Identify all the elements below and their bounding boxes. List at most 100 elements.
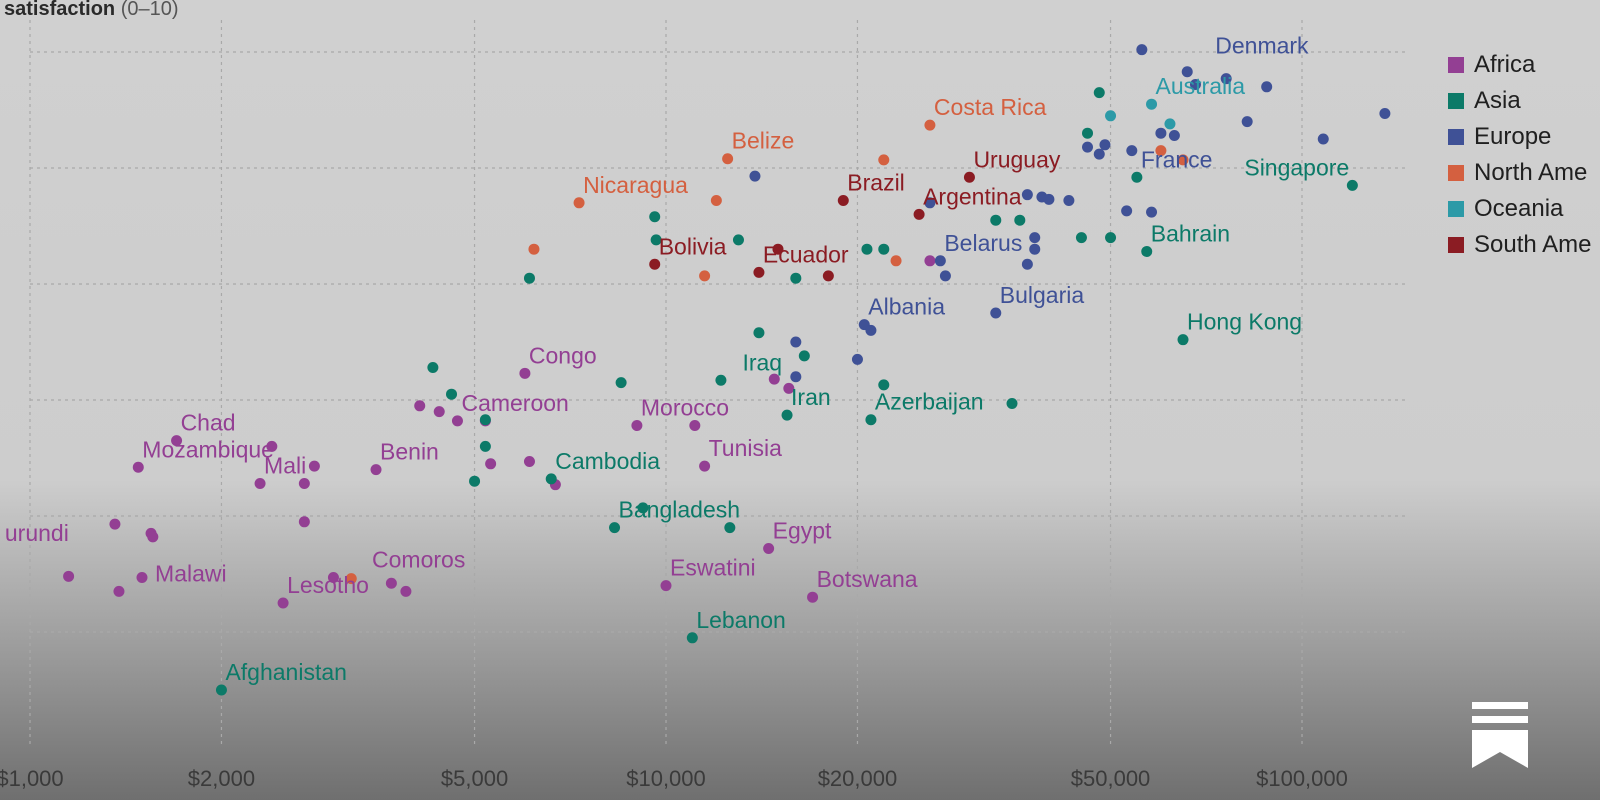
- data-point-asia[interactable]: [1346, 179, 1358, 191]
- data-point-europe[interactable]: [1168, 130, 1180, 142]
- data-point-asia[interactable]: [781, 409, 793, 421]
- data-point-europe[interactable]: [1146, 206, 1158, 218]
- data-point-asia[interactable]: [1014, 214, 1026, 226]
- data-point-europe[interactable]: [1082, 141, 1094, 153]
- data-point-europe[interactable]: [1099, 139, 1111, 151]
- data-point-africa[interactable]: [689, 420, 701, 432]
- data-point-africa[interactable]: [433, 406, 445, 418]
- data-point-asia[interactable]: [650, 234, 662, 246]
- data-point-asia[interactable]: [1006, 397, 1018, 409]
- data-point-africa[interactable]: [63, 570, 75, 582]
- data-point-north-america[interactable]: [890, 255, 902, 267]
- data-point-africa[interactable]: [308, 460, 320, 472]
- data-point-africa[interactable]: [109, 518, 121, 530]
- data-point-europe[interactable]: [1136, 44, 1148, 56]
- data-point-africa[interactable]: [385, 577, 397, 589]
- data-point-africa[interactable]: [254, 478, 266, 490]
- data-point-asia[interactable]: [1082, 127, 1094, 139]
- data-point-africa[interactable]: [763, 542, 775, 554]
- data-point-europe[interactable]: [1261, 81, 1273, 93]
- data-point-asia[interactable]: [715, 374, 727, 386]
- data-point-europe[interactable]: [990, 307, 1002, 319]
- data-point-asia[interactable]: [724, 522, 736, 534]
- data-point-asia[interactable]: [637, 502, 649, 514]
- data-point-north-america[interactable]: [699, 270, 711, 282]
- data-point-africa[interactable]: [451, 415, 463, 427]
- data-point-africa[interactable]: [924, 255, 936, 267]
- data-point-south-america[interactable]: [822, 270, 834, 282]
- data-point-south-america[interactable]: [772, 243, 784, 255]
- data-point-europe[interactable]: [1093, 148, 1105, 160]
- data-point-europe[interactable]: [865, 324, 877, 336]
- data-point-africa[interactable]: [631, 420, 643, 432]
- data-point-asia[interactable]: [753, 327, 765, 339]
- data-point-africa[interactable]: [783, 382, 795, 394]
- data-point-asia[interactable]: [1093, 87, 1105, 99]
- data-point-europe[interactable]: [790, 371, 802, 383]
- data-point-asia[interactable]: [479, 414, 491, 426]
- data-point-africa[interactable]: [370, 464, 382, 476]
- data-point-oceania[interactable]: [1164, 118, 1176, 130]
- data-point-africa[interactable]: [660, 580, 672, 592]
- data-point-europe[interactable]: [1189, 78, 1201, 90]
- data-point-oceania[interactable]: [1105, 110, 1117, 122]
- data-point-south-america[interactable]: [913, 208, 925, 220]
- data-point-africa[interactable]: [768, 373, 780, 385]
- data-point-africa[interactable]: [266, 440, 278, 452]
- data-point-north-america[interactable]: [528, 243, 540, 255]
- data-point-north-america[interactable]: [722, 153, 734, 165]
- data-point-asia[interactable]: [615, 377, 627, 389]
- data-point-asia[interactable]: [479, 440, 491, 452]
- data-point-asia[interactable]: [1105, 232, 1117, 244]
- data-point-north-america[interactable]: [1155, 145, 1167, 157]
- data-point-asia[interactable]: [790, 272, 802, 284]
- data-point-europe[interactable]: [939, 270, 951, 282]
- data-point-europe[interactable]: [1126, 145, 1138, 157]
- data-point-asia[interactable]: [215, 684, 227, 696]
- data-point-asia[interactable]: [861, 243, 873, 255]
- data-point-europe[interactable]: [924, 197, 936, 209]
- data-point-africa[interactable]: [485, 458, 497, 470]
- data-point-europe[interactable]: [1379, 107, 1391, 119]
- data-point-south-america[interactable]: [963, 171, 975, 183]
- data-point-asia[interactable]: [469, 475, 481, 487]
- data-point-asia[interactable]: [545, 473, 557, 485]
- data-point-asia[interactable]: [990, 214, 1002, 226]
- data-point-asia[interactable]: [686, 632, 698, 644]
- bookmark-icon[interactable]: [1472, 702, 1528, 768]
- data-point-africa[interactable]: [298, 516, 310, 528]
- data-point-europe[interactable]: [1063, 194, 1075, 206]
- data-point-africa[interactable]: [400, 585, 412, 597]
- data-point-africa[interactable]: [136, 571, 148, 583]
- data-point-africa[interactable]: [807, 591, 819, 603]
- data-point-africa[interactable]: [132, 461, 144, 473]
- data-point-europe[interactable]: [1241, 116, 1253, 128]
- data-point-europe[interactable]: [1317, 133, 1329, 145]
- data-point-asia[interactable]: [798, 350, 810, 362]
- data-point-north-america[interactable]: [878, 154, 890, 166]
- data-point-south-america[interactable]: [753, 266, 765, 278]
- data-point-north-america[interactable]: [345, 573, 357, 585]
- data-point-europe[interactable]: [1021, 189, 1033, 201]
- data-point-africa[interactable]: [519, 367, 531, 379]
- data-point-africa[interactable]: [171, 435, 183, 447]
- data-point-europe[interactable]: [1029, 232, 1041, 244]
- data-point-south-america[interactable]: [837, 194, 849, 206]
- data-point-europe[interactable]: [1029, 243, 1041, 255]
- data-point-south-america[interactable]: [649, 258, 661, 270]
- data-point-asia[interactable]: [878, 243, 890, 255]
- data-point-europe[interactable]: [1043, 193, 1055, 205]
- data-point-asia[interactable]: [1177, 334, 1189, 346]
- data-point-africa[interactable]: [699, 460, 711, 472]
- data-point-asia[interactable]: [427, 362, 439, 374]
- data-point-africa[interactable]: [277, 597, 289, 609]
- data-point-europe[interactable]: [1121, 205, 1133, 217]
- data-point-europe[interactable]: [1220, 73, 1232, 85]
- data-point-europe[interactable]: [934, 255, 946, 267]
- data-point-asia[interactable]: [1075, 232, 1087, 244]
- data-point-asia[interactable]: [523, 272, 535, 284]
- data-point-europe[interactable]: [1181, 66, 1193, 78]
- data-point-asia[interactable]: [649, 211, 661, 223]
- data-point-asia[interactable]: [446, 388, 458, 400]
- data-point-europe[interactable]: [749, 170, 761, 182]
